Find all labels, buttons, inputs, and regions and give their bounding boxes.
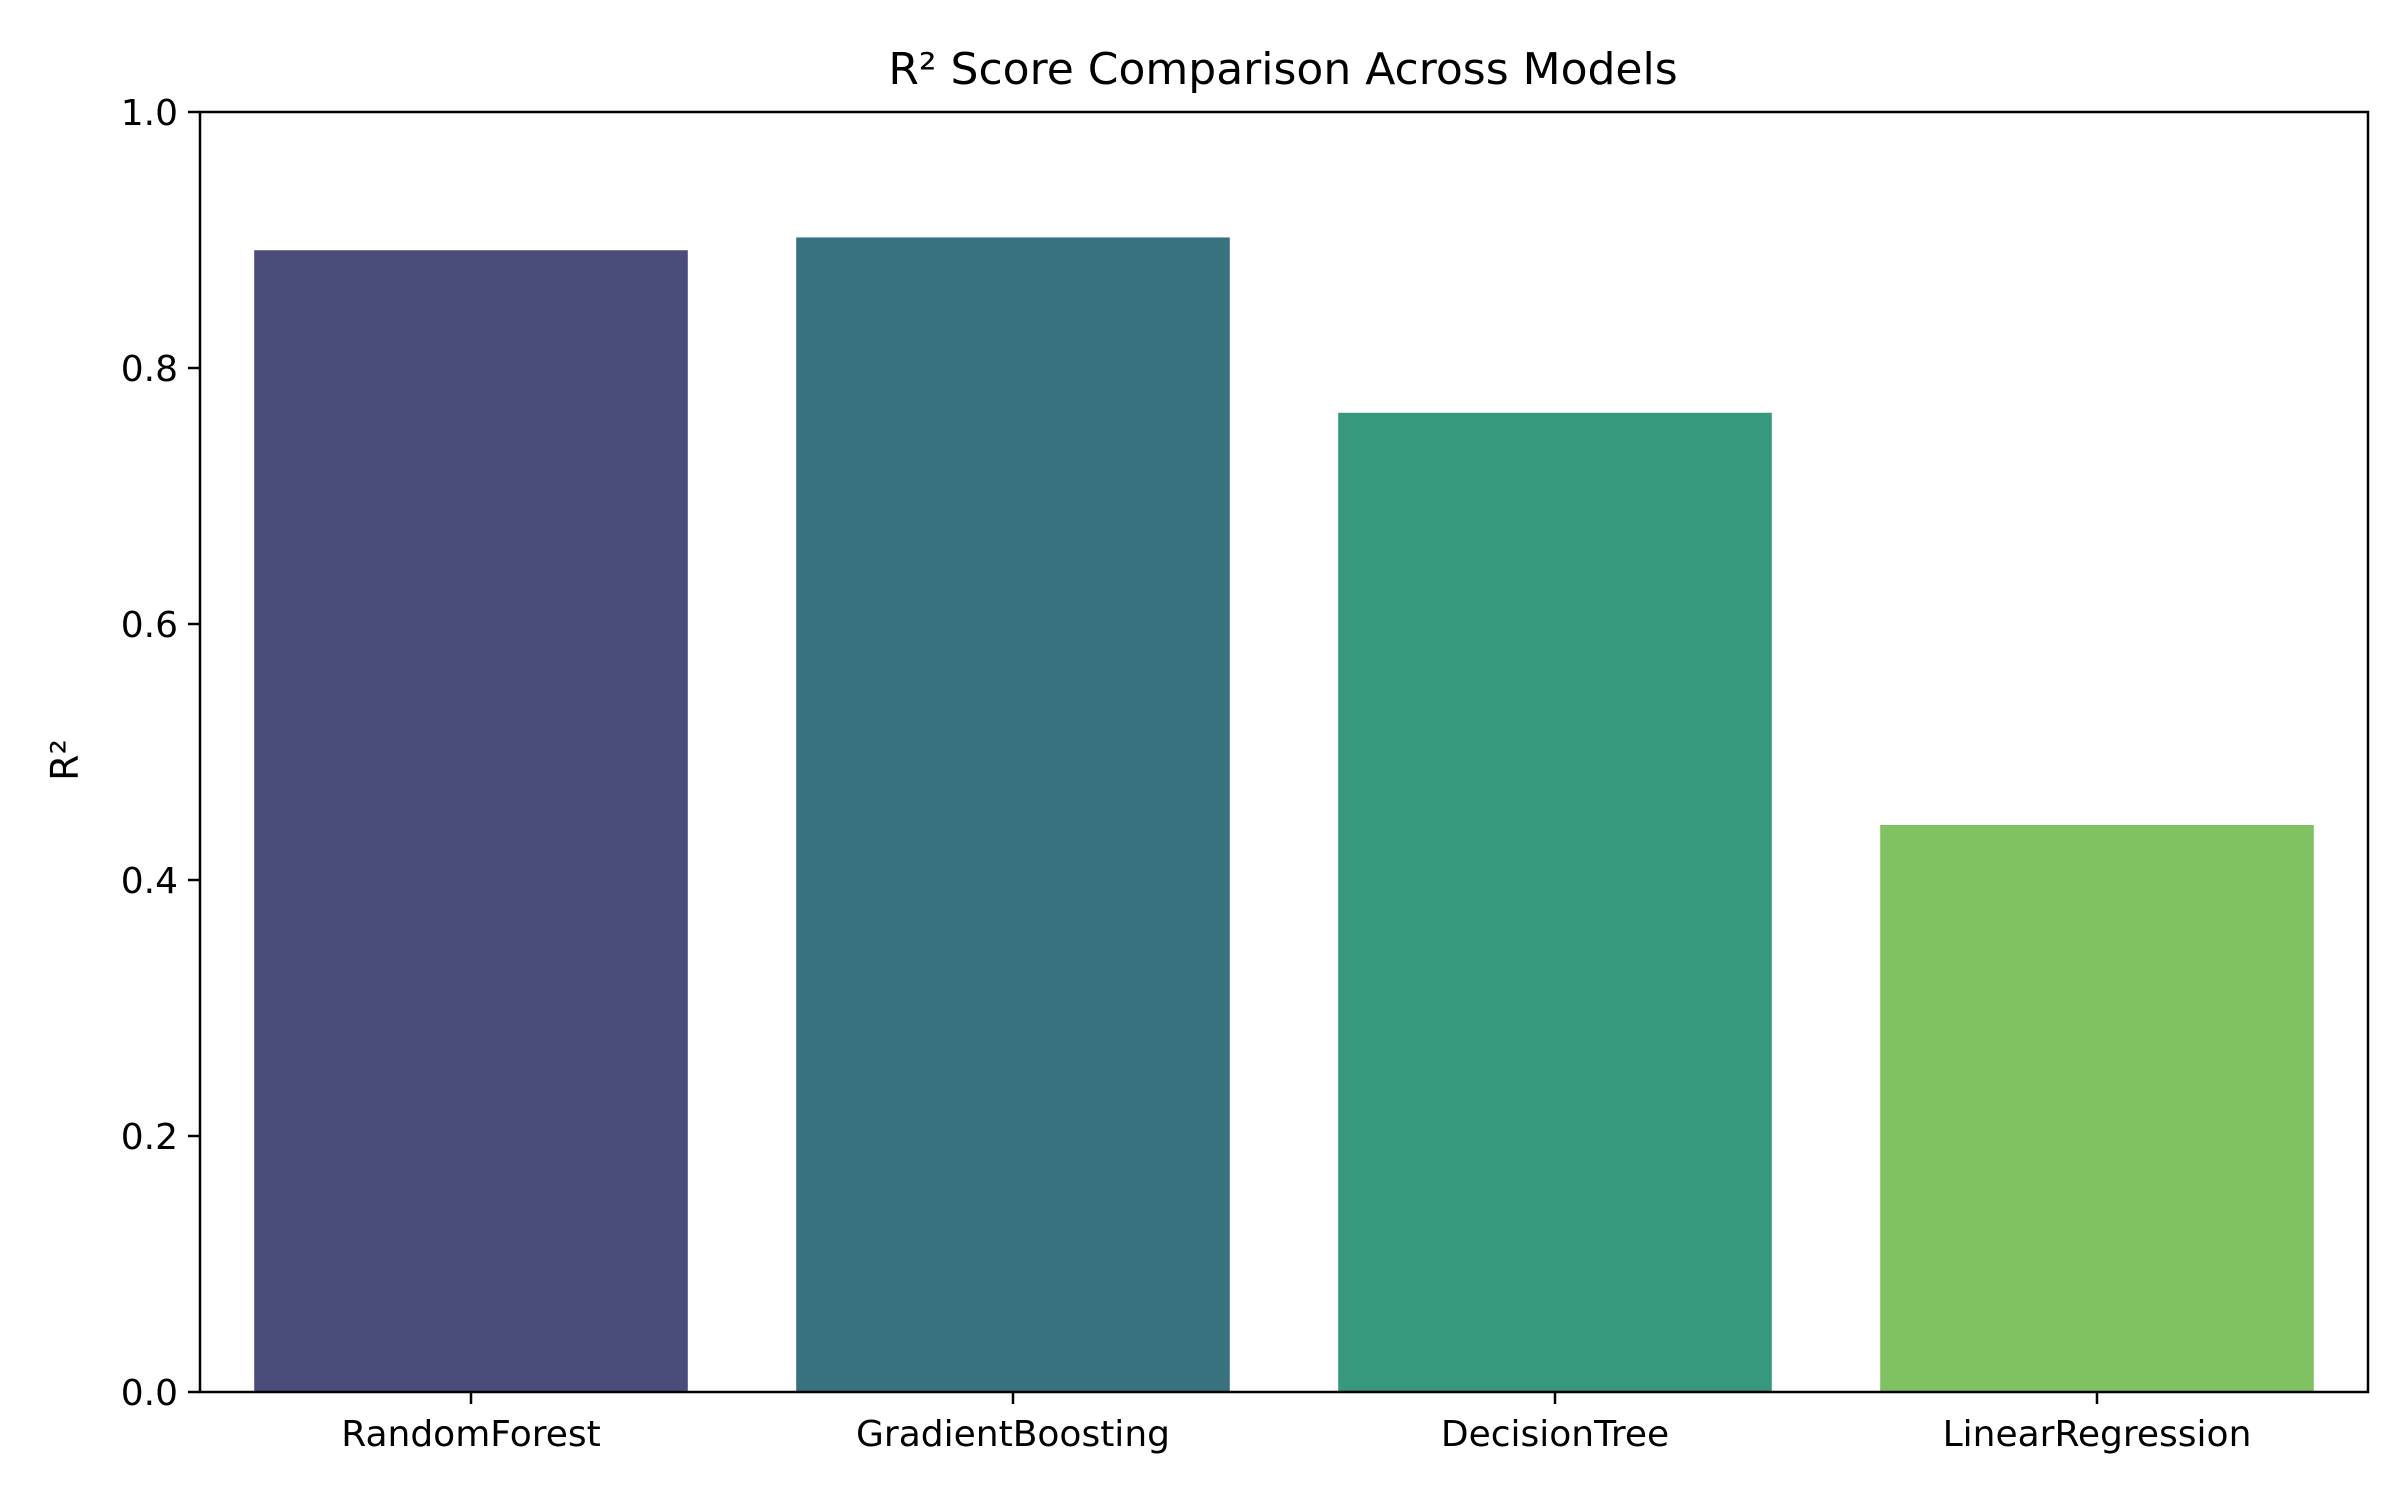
bar-gradientboosting (796, 237, 1230, 1393)
x-ticks-group: RandomForest GradientBoosting DecisionTree… (341, 1392, 2251, 1455)
bar-randomforest (254, 250, 688, 1393)
x-tick-label: GradientBoosting (856, 1414, 1170, 1455)
x-tick-label: DecisionTree (1441, 1414, 1669, 1455)
plot-area-frame (198, 110, 2370, 1394)
x-tick-label: RandomForest (341, 1414, 601, 1455)
x-tick-label: LinearRegression (1943, 1414, 2252, 1455)
chart-title: R² Score Comparison Across Models (888, 44, 1677, 95)
y-tick-label: 0.0 (121, 1373, 178, 1414)
y-tick-label: 1.0 (121, 93, 178, 134)
y-tick-label: 0.8 (121, 349, 178, 390)
bar-decisiontree (1338, 412, 1772, 1392)
y-tick-label: 0.2 (121, 1117, 178, 1158)
bar-linearregression (1880, 824, 2314, 1392)
y-tick-label: 0.6 (121, 605, 178, 646)
y-ticks-group: 0.0 0.2 0.4 0.6 0.8 1.0 (121, 93, 200, 1414)
y-tick-label: 0.4 (121, 861, 178, 902)
y-axis-label: R² (43, 739, 87, 781)
bars-group (254, 237, 2314, 1393)
